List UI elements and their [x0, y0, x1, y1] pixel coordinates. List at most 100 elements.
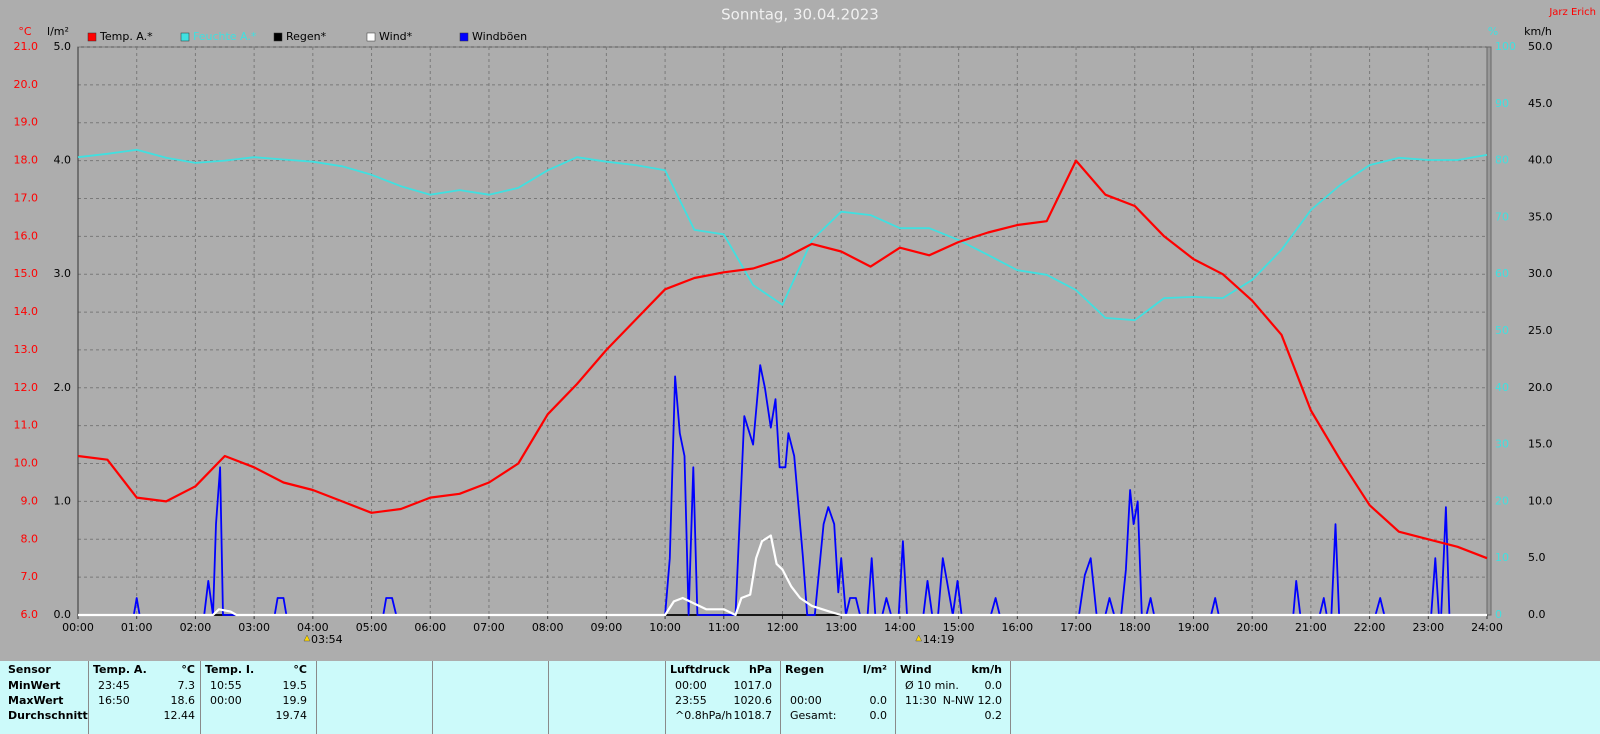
y-tick-label: 12.0: [14, 381, 39, 394]
y-tick-label: 19.0: [14, 116, 39, 129]
x-tick-label: 13:00: [825, 621, 857, 634]
x-tick-label: 01:00: [121, 621, 153, 634]
stat-value: 0.0: [869, 709, 888, 722]
axis-unit: %: [1488, 25, 1498, 38]
stat-cell: 10:55: [210, 679, 242, 692]
x-tick-label: 20:00: [1236, 621, 1268, 634]
x-tick-label: 10:00: [649, 621, 681, 634]
stat-cell: 23:45: [98, 679, 130, 692]
annotation-label: 14:19: [923, 633, 955, 646]
stat-cell: 00:00: [675, 679, 707, 692]
column-box: [200, 661, 201, 734]
column-box: [316, 661, 317, 734]
y-tick-label: 18.0: [14, 154, 39, 167]
series-line: [77, 148, 1488, 322]
group-unit: l/m²: [862, 663, 887, 676]
column-box: [548, 661, 549, 734]
stat-value: 1017.0: [733, 679, 773, 692]
x-tick-label: 14:00: [884, 621, 916, 634]
group-unit: °C: [181, 663, 195, 676]
column-box: [895, 661, 896, 734]
stat-value: 19.74: [275, 709, 308, 722]
x-tick-label: 04:00: [297, 621, 329, 634]
y-tick-label: 100: [1495, 40, 1516, 53]
y-tick-label: 6.0: [21, 608, 39, 621]
legend-label: Wind*: [379, 30, 413, 43]
x-tick-label: 18:00: [1119, 621, 1151, 634]
chart-title: Sonntag, 30.04.2023: [721, 6, 879, 24]
legend-swatch: [366, 32, 376, 42]
marker: [915, 634, 923, 642]
legend-swatch: [273, 32, 283, 42]
column-box: [665, 661, 666, 734]
column-box: [1010, 661, 1011, 734]
x-tick-label: 21:00: [1295, 621, 1327, 634]
group-title: Temp. I.: [205, 663, 255, 676]
legend-label: Feuchte A.*: [193, 30, 257, 43]
stat-cell: Gesamt:: [790, 709, 837, 722]
legend-swatch: [459, 32, 469, 42]
axis-unit: km/h: [1524, 25, 1552, 38]
y-tick-label: 13.0: [14, 343, 39, 356]
row-label: MaxWert: [8, 694, 64, 707]
y-tick-label: 9.0: [21, 494, 39, 507]
stat-value: 1018.7: [733, 709, 773, 722]
y-tick-label: 90: [1495, 97, 1509, 110]
stat-cell: 23:55: [675, 694, 707, 707]
y-tick-label: 40: [1495, 381, 1509, 394]
y-tick-label: 50.0: [1528, 40, 1553, 53]
y-tick-label: 50: [1495, 324, 1509, 337]
annotation-label: 03:54: [311, 633, 343, 646]
y-tick-label: 35.0: [1528, 210, 1553, 223]
row-label: MinWert: [8, 679, 61, 692]
stat-value: 1020.6: [733, 694, 773, 707]
y-tick-label: 17.0: [14, 191, 39, 204]
series-line: [77, 159, 1488, 560]
stat-value: 19.9: [282, 694, 308, 707]
y-tick-label: 5.0: [54, 40, 72, 53]
y-tick-label: 25.0: [1528, 324, 1553, 337]
column-box: [432, 661, 433, 734]
x-tick-label: 06:00: [414, 621, 446, 634]
axis-unit: l/m²: [47, 25, 69, 38]
y-tick-label: 0.0: [1528, 608, 1546, 621]
stat-cell: Ø 10 min.: [905, 679, 959, 692]
y-tick-label: 10.0: [1528, 494, 1553, 507]
legend-swatch: [180, 32, 190, 42]
stat-value: 7.3: [177, 679, 196, 692]
x-tick-label: 07:00: [473, 621, 505, 634]
stat-cell: 00:00: [210, 694, 242, 707]
x-tick-label: 05:00: [356, 621, 388, 634]
x-tick-label: 15:00: [943, 621, 975, 634]
column-box: [780, 661, 781, 734]
y-tick-label: 70: [1495, 210, 1509, 223]
x-tick-label: 24:00: [1471, 621, 1503, 634]
y-tick-label: 16.0: [14, 229, 39, 242]
y-tick-label: 20.0: [14, 78, 39, 91]
header-cell: Sensor: [8, 663, 51, 676]
legend-label: Temp. A.*: [99, 30, 153, 43]
x-tick-label: 00:00: [62, 621, 94, 634]
stat-value: 19.5: [282, 679, 308, 692]
x-tick-label: 16:00: [1001, 621, 1033, 634]
y-tick-label: 4.0: [54, 154, 72, 167]
marker: [303, 634, 311, 642]
y-tick-label: 20.0: [1528, 381, 1553, 394]
group-title: Temp. A.: [93, 663, 147, 676]
x-tick-label: 23:00: [1412, 621, 1444, 634]
stat-value: 0.0: [869, 694, 888, 707]
x-tick-label: 17:00: [1060, 621, 1092, 634]
x-tick-label: 02:00: [180, 621, 212, 634]
stat-value: 0.0: [984, 679, 1003, 692]
stat-value: 12.44: [163, 709, 196, 722]
y-tick-label: 5.0: [1528, 551, 1546, 564]
y-tick-label: 80: [1495, 154, 1509, 167]
x-tick-label: 08:00: [532, 621, 564, 634]
x-tick-label: 12:00: [767, 621, 799, 634]
y-tick-label: 11.0: [14, 419, 39, 432]
series-line: [78, 534, 1487, 617]
y-tick-label: 15.0: [14, 267, 39, 280]
y-tick-label: 15.0: [1528, 438, 1553, 451]
y-tick-label: 7.0: [21, 570, 39, 583]
y-tick-label: 20: [1495, 494, 1509, 507]
